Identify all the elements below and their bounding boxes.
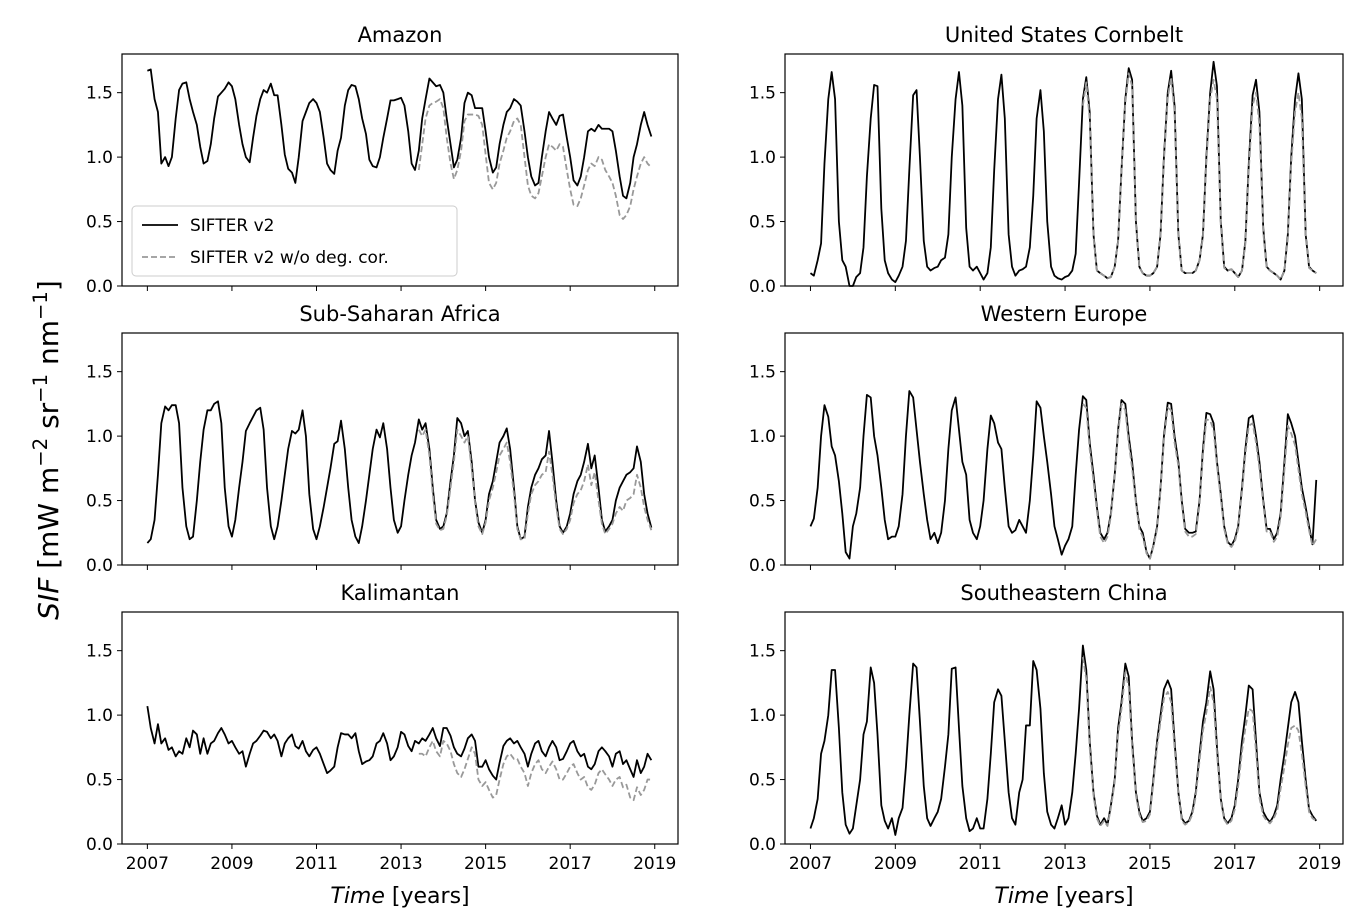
plot-frame [784,53,1344,287]
y-tick-label: 1.0 [749,427,776,447]
x-tick-label: 2011 [959,854,1002,874]
x-tick-label: 2013 [1043,854,1086,874]
panel-title: United States Cornbelt [945,23,1183,47]
legend-label: SIFTER v2 [190,216,275,236]
label-part: sr [32,402,65,437]
y-tick-label: 1.5 [749,642,776,662]
series-line [146,400,653,544]
y-tick-label: 1.0 [86,148,113,168]
x-tick-label: 2019 [1298,854,1341,874]
y-tick-label: 1.5 [749,363,776,383]
panel-title: Western Europe [981,302,1148,326]
label-part: SIF [32,577,65,620]
x-tick-label: 2013 [379,854,422,874]
label-part: Time [994,884,1049,909]
plot-frame [121,332,679,566]
label-part: ] [32,280,65,291]
series-line [417,98,653,220]
series-line [146,705,653,781]
series-line [809,60,1317,287]
panel-title: Amazon [358,23,443,47]
y-tick-label: 0.5 [749,771,776,791]
y-tick-label: 0.5 [86,492,113,512]
y-tick-label: 0.0 [86,277,113,297]
label-part: −1 [29,291,52,320]
y-tick-label: 0.0 [749,556,776,576]
y-tick-label: 1.5 [749,84,776,104]
label-part: [mW m [32,467,65,578]
y-tick-label: 0.5 [749,492,776,512]
x-axis-label: Time [years] [330,884,469,909]
legend-label: SIFTER v2 w/o deg. cor. [190,248,389,268]
plot-frame [784,332,1344,566]
y-tick-label: 0.0 [749,277,776,297]
y-tick-label: 0.0 [86,556,113,576]
y-tick-label: 0.5 [749,213,776,233]
panel-title: Southeastern China [960,581,1167,605]
x-tick-label: 2015 [464,854,507,874]
y-tick-label: 1.0 [749,148,776,168]
y-axis-label: SIF [mW m−2 sr−1 nm−1] [29,280,66,620]
x-tick-label: 2007 [126,854,169,874]
series-line [1081,72,1317,281]
panel-title: Sub-Saharan Africa [299,302,500,326]
series-line [418,428,653,541]
y-tick-label: 0.5 [86,771,113,791]
x-tick-label: 2009 [874,854,917,874]
x-tick-label: 2019 [633,854,676,874]
y-tick-label: 1.0 [86,706,113,726]
series-line [1081,656,1317,827]
series-line [809,644,1317,836]
x-tick-label: 2015 [1128,854,1171,874]
series-line [809,390,1318,560]
x-axis-label: Time [years] [994,884,1133,909]
series-line [418,739,652,802]
x-tick-label: 2017 [1213,854,1256,874]
label-part: [years] [385,884,470,909]
y-tick-label: 0.0 [749,835,776,855]
label-part: [years] [1049,884,1134,909]
label-part: −2 [29,438,52,467]
plot-frame [121,611,679,845]
x-tick-label: 2017 [549,854,592,874]
y-tick-label: 1.5 [86,363,113,383]
panel-title: Kalimantan [341,581,460,605]
legend-box [131,205,458,277]
y-tick-label: 1.5 [86,84,113,104]
x-tick-label: 2009 [210,854,253,874]
label-part: nm [32,320,65,374]
series-line [1082,402,1318,560]
label-part: −1 [29,374,52,403]
y-tick-label: 1.5 [86,642,113,662]
series-line [147,68,653,200]
y-tick-label: 1.0 [749,706,776,726]
plot-frame [121,53,679,287]
x-tick-label: 2007 [789,854,832,874]
y-tick-label: 1.0 [86,427,113,447]
x-tick-label: 2011 [295,854,338,874]
y-tick-label: 0.5 [86,213,113,233]
label-part: Time [330,884,385,909]
plot-frame [784,611,1344,845]
y-tick-label: 0.0 [86,835,113,855]
